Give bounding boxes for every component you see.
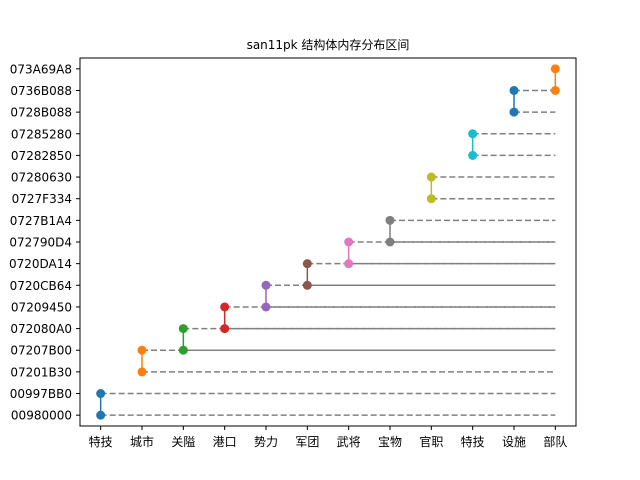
range-end-point (137, 345, 147, 355)
series-layer (96, 64, 560, 420)
y-tick-label: 00997BB0 (10, 387, 72, 401)
range-start-point (261, 302, 271, 312)
guide-lines (100, 89, 556, 416)
y-tick-label: 0720CB64 (10, 279, 72, 293)
y-tick-label: 0728B088 (10, 106, 72, 120)
y-tick-label: 07209450 (11, 300, 72, 314)
y-tick-label: 0727F334 (12, 192, 72, 206)
x-tick-label: 城市 (130, 434, 154, 449)
y-axis: 00980000 00997BB0 07201B30 07207B00 072080A0… (9, 62, 80, 423)
x-tick-label: 特技 (461, 434, 485, 449)
y-tick-label: 07280630 (11, 171, 72, 185)
range-start-point (550, 85, 560, 95)
range-start-point (178, 345, 188, 355)
range-start-point (468, 150, 478, 160)
range-start-point (96, 410, 106, 420)
range-start-point (344, 259, 354, 269)
range-start-point (137, 367, 147, 377)
y-tick-label: 07282850 (11, 149, 72, 163)
y-tick-label: 072080A0 (10, 322, 72, 336)
range-end-point (509, 85, 519, 95)
x-axis: 特技 城市 关隘 港口 势力 军团 武将 宝物 官职 特技 设施 部队 (89, 426, 567, 449)
x-tick-label: 军团 (295, 435, 319, 449)
range-end-point (220, 302, 230, 312)
chart-title: san11pk 结构体内存分布区间 (247, 37, 410, 52)
range-end-point (426, 172, 436, 182)
range-end-point (468, 129, 478, 139)
range-end-point (550, 64, 560, 74)
range-end-point (344, 237, 354, 247)
x-tick-label: 关隘 (171, 434, 195, 449)
y-tick-label: 0720DA14 (9, 257, 72, 271)
range-start-point (302, 280, 312, 290)
y-tick-label: 07201B30 (10, 365, 72, 379)
y-tick-label: 07207B00 (10, 344, 72, 358)
range-start-point (385, 237, 395, 247)
range-start-point (220, 324, 230, 334)
range-start-point (426, 194, 436, 204)
y-tick-label: 00980000 (11, 409, 72, 423)
x-tick-label: 设施 (502, 435, 526, 449)
y-tick-label: 073A69A8 (10, 62, 72, 76)
x-tick-label: 特技 (89, 434, 113, 449)
x-tick-label: 势力 (254, 435, 278, 449)
range-start-point (509, 107, 519, 117)
y-tick-label: 0736B088 (10, 84, 72, 98)
x-tick-label: 官职 (419, 434, 443, 449)
range-end-point (385, 215, 395, 225)
x-tick-label: 港口 (213, 435, 237, 449)
range-end-point (261, 280, 271, 290)
y-tick-label: 0727B1A4 (10, 214, 72, 228)
range-end-point (302, 259, 312, 269)
x-tick-label: 武将 (337, 435, 361, 449)
range-end-point (96, 389, 106, 399)
range-end-point (178, 324, 188, 334)
x-tick-label: 部队 (543, 434, 567, 449)
y-tick-label: 07285280 (11, 127, 72, 141)
y-tick-label: 072790D4 (9, 236, 72, 250)
x-tick-label: 宝物 (378, 435, 402, 449)
